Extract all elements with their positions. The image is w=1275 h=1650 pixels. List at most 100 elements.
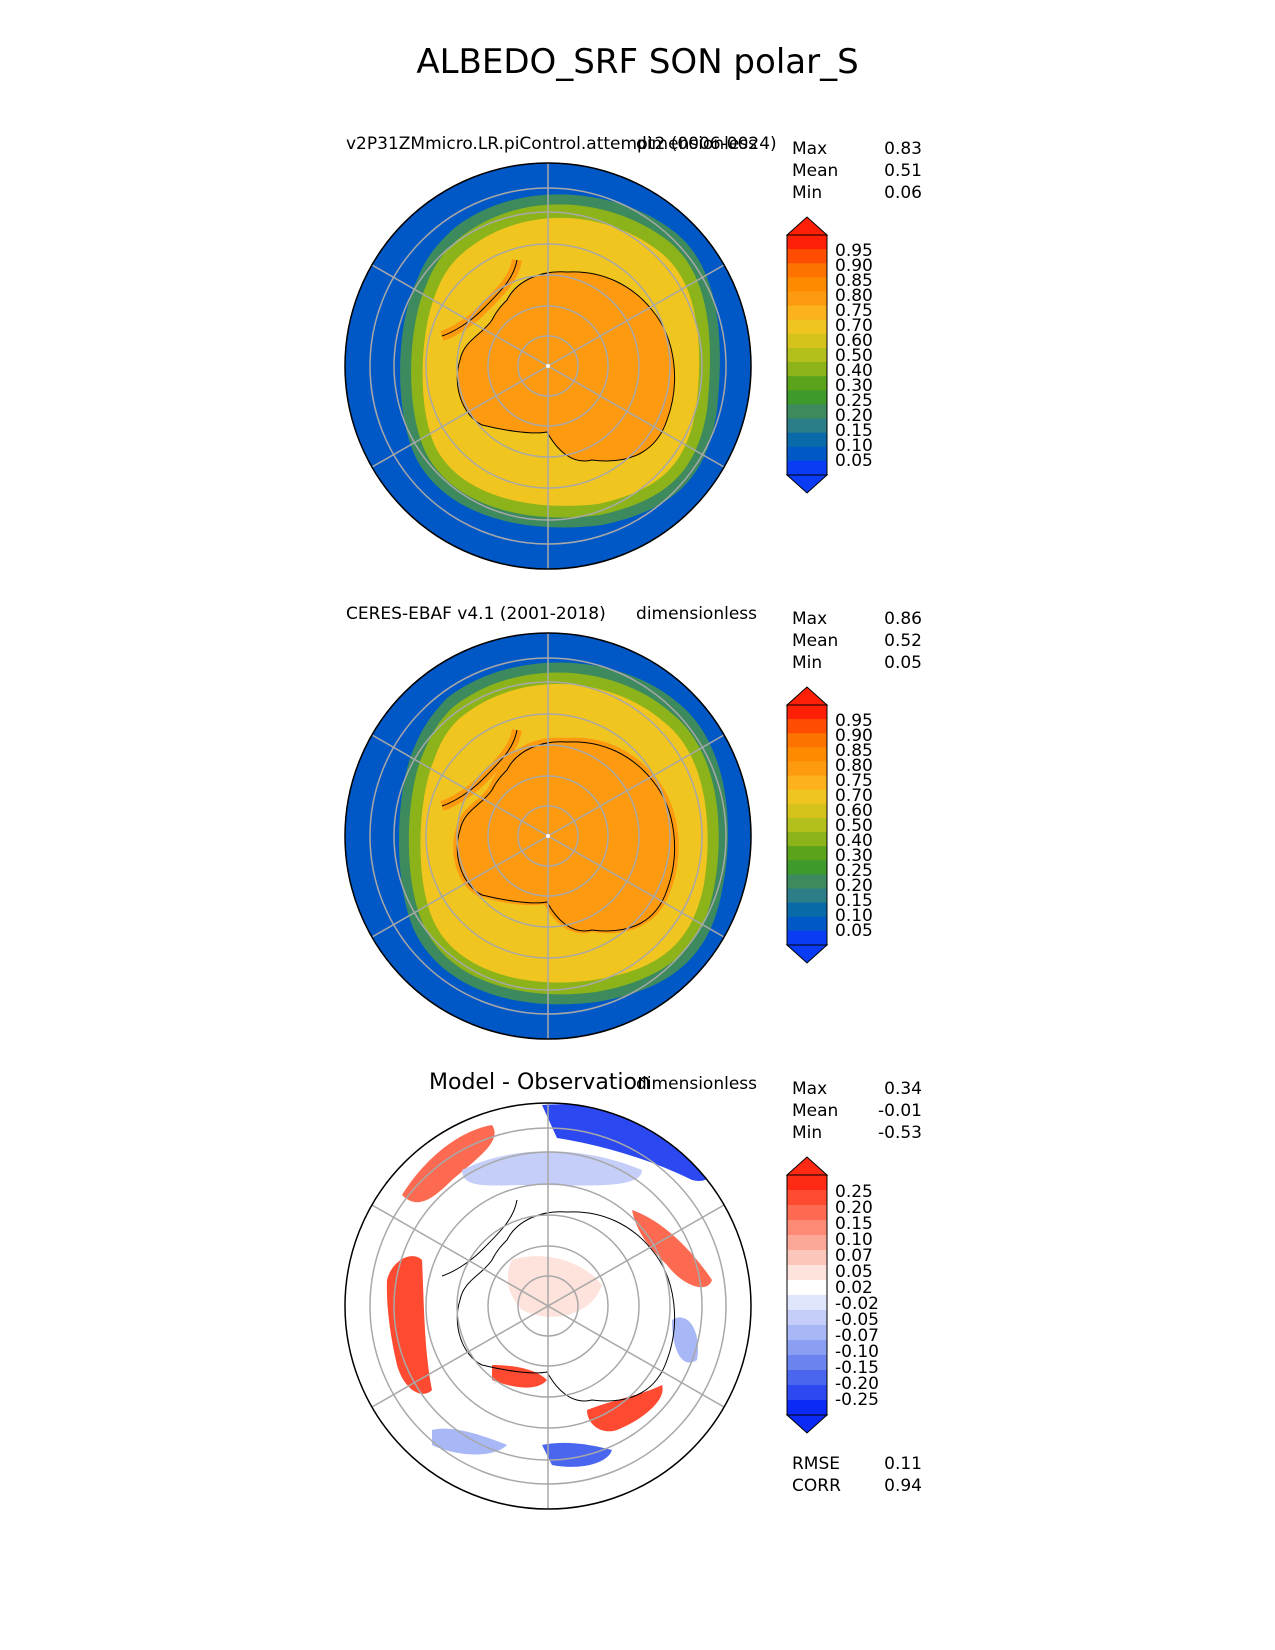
stat-max-row: Max 0.34 (792, 1078, 922, 1100)
map-boundary (344, 162, 752, 570)
colorbar-swatch (787, 362, 827, 377)
colorbar-swatch (787, 1235, 827, 1251)
colorbar-extend-max (785, 686, 829, 706)
colorbar-tick-label: 0.20 (835, 876, 873, 896)
colorbar-swatch (787, 235, 827, 250)
graticule (369, 1103, 727, 1509)
colorbar-tick-label: 0.10 (835, 906, 873, 926)
colorbar-tick-label: 0.30 (835, 376, 873, 396)
colorbar-swatch (787, 446, 827, 462)
metric-value: 0.94 (884, 1476, 922, 1496)
colorbar-tick-label: 0.30 (835, 846, 873, 866)
peninsula-coastline (441, 259, 518, 337)
colorbar-swatch (787, 775, 827, 791)
stat-label: Mean (792, 631, 839, 651)
colorbar-tick-label: 0.50 (835, 816, 873, 836)
stat-value: 0.05 (884, 653, 922, 673)
colorbar-swatch (787, 1400, 827, 1416)
diff-panel-title: Model - Observation (429, 1070, 651, 1095)
colorbar-tick-label: -0.10 (835, 1342, 879, 1362)
colorbar-swatch (787, 705, 827, 720)
colorbar-swatch (787, 1250, 827, 1266)
colorbar-swatch (787, 888, 827, 904)
colorbar-tick-label: 0.05 (835, 921, 873, 941)
colorbar-swatch (787, 1340, 827, 1356)
colorbar-swatch (787, 418, 827, 434)
colorbar-swatch (787, 846, 827, 861)
colorbar-extend-min (785, 1414, 829, 1434)
colorbar-swatch (787, 1295, 827, 1311)
colorbar-swatch (787, 832, 827, 847)
colorbar-tick-label: 0.60 (835, 331, 873, 351)
south-pole-marker (546, 834, 550, 838)
colorbar-swatch (787, 860, 827, 875)
colorbar-swatch (787, 733, 827, 748)
diff-panel: Model - Observation dimensionless Max 0.3… (0, 1070, 1275, 1590)
colorbar-tick-label: 0.40 (835, 831, 873, 851)
colorbar-swatch (787, 1190, 827, 1206)
model-polar-map (344, 162, 752, 570)
obs-panel: CERES-EBAF v4.1 (2001-2018) dimensionles… (0, 600, 1275, 1080)
colorbar-tick-label: 0.85 (835, 271, 873, 291)
stat-max-row: Max 0.83 (792, 138, 922, 160)
diff-polar-map (344, 1102, 752, 1510)
colorbar-swatches (785, 216, 829, 494)
colorbar-extend-min (785, 944, 829, 964)
colorbar-tick-label: 0.75 (835, 301, 873, 321)
colorbar-tick-label: 0.50 (835, 346, 873, 366)
stat-min-row: Min 0.05 (792, 652, 922, 674)
colorbar-swatch (787, 1220, 827, 1236)
stat-value: -0.53 (878, 1123, 922, 1143)
stat-mean-row: Mean -0.01 (792, 1100, 922, 1122)
stat-label: Min (792, 183, 823, 203)
rmse-row: RMSE 0.11 (792, 1453, 922, 1475)
stat-min-row: Min 0.06 (792, 182, 922, 204)
colorbar-tick-label: 0.95 (835, 711, 873, 731)
colorbar-swatch (787, 376, 827, 391)
colorbar-swatch (787, 1385, 827, 1401)
colorbar-tick-label: 0.85 (835, 741, 873, 761)
negative-bias-region (542, 1104, 711, 1181)
colorbar-outline (786, 704, 828, 946)
stat-max-row: Max 0.86 (792, 608, 922, 630)
map-boundary (344, 632, 752, 1040)
coastline (456, 271, 675, 462)
colorbar-swatch (787, 1355, 827, 1371)
colorbar-swatch (787, 902, 827, 918)
negative-bias-region (542, 1442, 612, 1467)
model-panel-units: dimensionless (636, 134, 757, 154)
stat-value: 0.83 (884, 139, 922, 159)
colorbar-outline (786, 1174, 828, 1416)
colorbar-swatch (787, 249, 827, 264)
stat-label: Max (792, 609, 828, 629)
colorbar-swatch (787, 747, 827, 762)
colorbar-swatch (787, 803, 827, 819)
colorbar-swatches (785, 1156, 829, 1434)
diff-panel-units: dimensionless (636, 1074, 757, 1094)
stat-value: 0.06 (884, 183, 922, 203)
stat-value: 0.52 (884, 631, 922, 651)
stat-min-row: Min -0.53 (792, 1122, 922, 1144)
colorbar-swatch (787, 460, 827, 476)
obs-polar-map (344, 632, 752, 1040)
peninsula-coastline (441, 729, 518, 807)
colorbar-tick-label: 0.70 (835, 316, 873, 336)
colorbar-swatch (787, 277, 827, 292)
colorbar-swatch (787, 432, 827, 448)
stat-label: Mean (792, 1101, 839, 1121)
coastline (456, 741, 675, 932)
colorbar-swatch (787, 333, 827, 349)
colorbar-swatch (787, 347, 827, 363)
positive-bias-region (587, 1385, 663, 1432)
colorbar-tick-label: 0.15 (835, 421, 873, 441)
colorbar-tick-label: 0.60 (835, 801, 873, 821)
colorbar-tick-label: 0.90 (835, 256, 873, 276)
colorbar-swatch (787, 319, 827, 335)
stat-label: Min (792, 1123, 823, 1143)
colorbar-tick-label: 0.10 (835, 1230, 873, 1250)
colorbar-tick-label: 0.05 (835, 1262, 873, 1282)
metric-value: 0.11 (884, 1454, 922, 1474)
colorbar-tick-label: 0.25 (835, 1182, 873, 1202)
positive-bias-region (492, 1365, 547, 1388)
colorbar-swatch (787, 1310, 827, 1326)
